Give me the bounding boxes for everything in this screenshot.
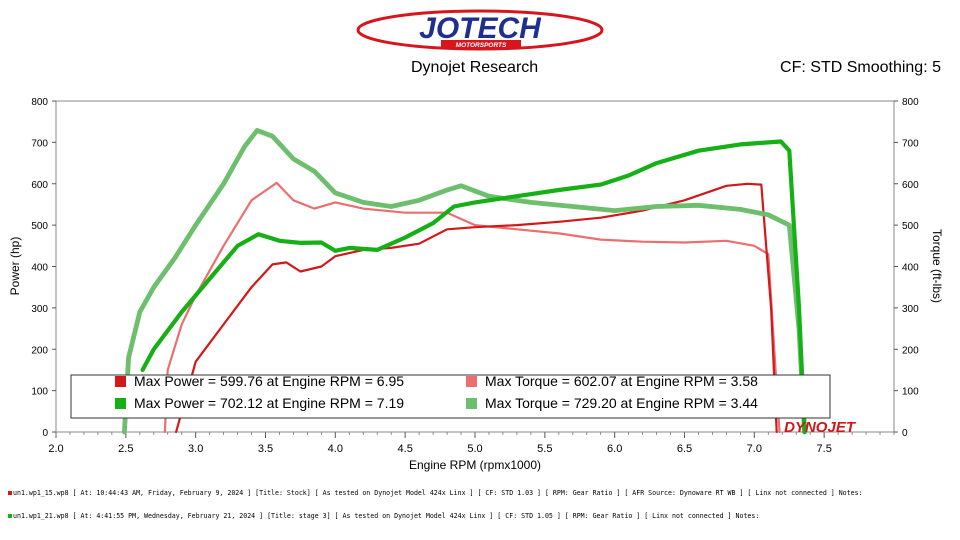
correction-factor-label: CF: STD Smoothing: 5 <box>780 59 941 76</box>
y-tick-label: 300 <box>31 304 48 315</box>
y2-axis-label: Torque (ft-lbs) <box>930 229 944 303</box>
stock-power-line <box>175 182 778 434</box>
svg-text:MOTORSPORTS: MOTORSPORTS <box>456 42 507 49</box>
stage3-power-line <box>140 139 807 435</box>
run-info-stage3-text: un1.wp1_21.wp8 [ At: 4:41:55 PM, Wednesd… <box>13 512 760 520</box>
dyno-chart: 2.0 2.5 3.0 3.5 4.0 4.5 5.0 5.5 6.0 6.5 7.0 7.5 0 0 10… <box>8 97 944 472</box>
legend-box <box>70 374 831 419</box>
y2-tick-label: 300 <box>902 304 919 315</box>
stage3-torque-line <box>122 128 807 435</box>
y2-tick-label: 400 <box>902 263 919 274</box>
x-tick-label: 5.5 <box>537 443 552 455</box>
x-tick-label: 5.0 <box>467 443 482 455</box>
y-tick-label: 200 <box>31 345 48 356</box>
y2-tick-label: 600 <box>902 180 919 191</box>
run-info-stock: un1.wp1_15.wp8 [ At: 10:44:43 AM, Friday… <box>8 489 863 497</box>
y-tick-label: 100 <box>31 387 48 398</box>
x-tick-label: 7.0 <box>747 443 762 455</box>
y2-tick-label: 0 <box>902 428 908 439</box>
run-info-stock-text: un1.wp1_15.wp8 [ At: 10:44:43 AM, Friday… <box>13 489 863 497</box>
y-tick-label: 400 <box>31 263 48 274</box>
y2-tick-label: 100 <box>902 387 919 398</box>
x-tick-label: 2.5 <box>118 443 133 455</box>
stage3-run-marker <box>8 514 12 518</box>
x-tick-label: 4.0 <box>328 443 343 455</box>
y2-tick-label: 700 <box>902 138 919 149</box>
stock-torque-legend-swatch <box>466 376 477 387</box>
stage3-torque-legend-swatch <box>466 398 477 409</box>
y2-tick-label: 500 <box>902 221 919 232</box>
y-tick-label: 0 <box>42 428 48 439</box>
stage3-torque-legend-label: Max Torque = 729.20 at Engine RPM = 3.44 <box>485 395 758 411</box>
y-axis-label: Power (hp) <box>8 237 22 296</box>
jotech-logo: JOTECH MOTORSPORTS <box>356 9 604 51</box>
x-tick-label: 3.0 <box>188 443 203 455</box>
x-tick-label: 7.5 <box>817 443 832 455</box>
y2-tick-label: 800 <box>902 97 919 108</box>
stock-torque-line <box>163 181 781 434</box>
y-tick-label: 500 <box>31 221 48 232</box>
x-tick-label: 3.5 <box>258 443 273 455</box>
x-tick-label: 4.5 <box>398 443 413 455</box>
x-tick-label: 6.0 <box>607 443 622 455</box>
y-tick-label: 800 <box>31 97 48 108</box>
stage3-power-legend-swatch <box>115 398 126 409</box>
run-info-stage3: un1.wp1_21.wp8 [ At: 4:41:55 PM, Wednesd… <box>8 512 759 520</box>
y2-tick-label: 200 <box>902 345 919 356</box>
svg-text:JOTECH: JOTECH <box>419 12 542 45</box>
x-tick-label: 6.5 <box>677 443 692 455</box>
dyno-source-title: Dynojet Research <box>411 59 539 76</box>
x-axis-label: Engine RPM (rpmx1000) <box>409 458 541 472</box>
stock-run-marker <box>8 491 12 495</box>
stock-power-legend-swatch <box>115 376 126 387</box>
stock-torque-legend-label: Max Torque = 602.07 at Engine RPM = 3.58 <box>485 373 758 389</box>
y-tick-label: 600 <box>31 180 48 191</box>
dynojet-watermark: DYNOJET <box>784 419 857 436</box>
stage3-power-legend-label: Max Power = 702.12 at Engine RPM = 7.19 <box>134 395 404 411</box>
stock-power-legend-label: Max Power = 599.76 at Engine RPM = 6.95 <box>134 373 404 389</box>
y-tick-label: 700 <box>31 138 48 149</box>
x-tick-label: 2.0 <box>48 443 63 455</box>
